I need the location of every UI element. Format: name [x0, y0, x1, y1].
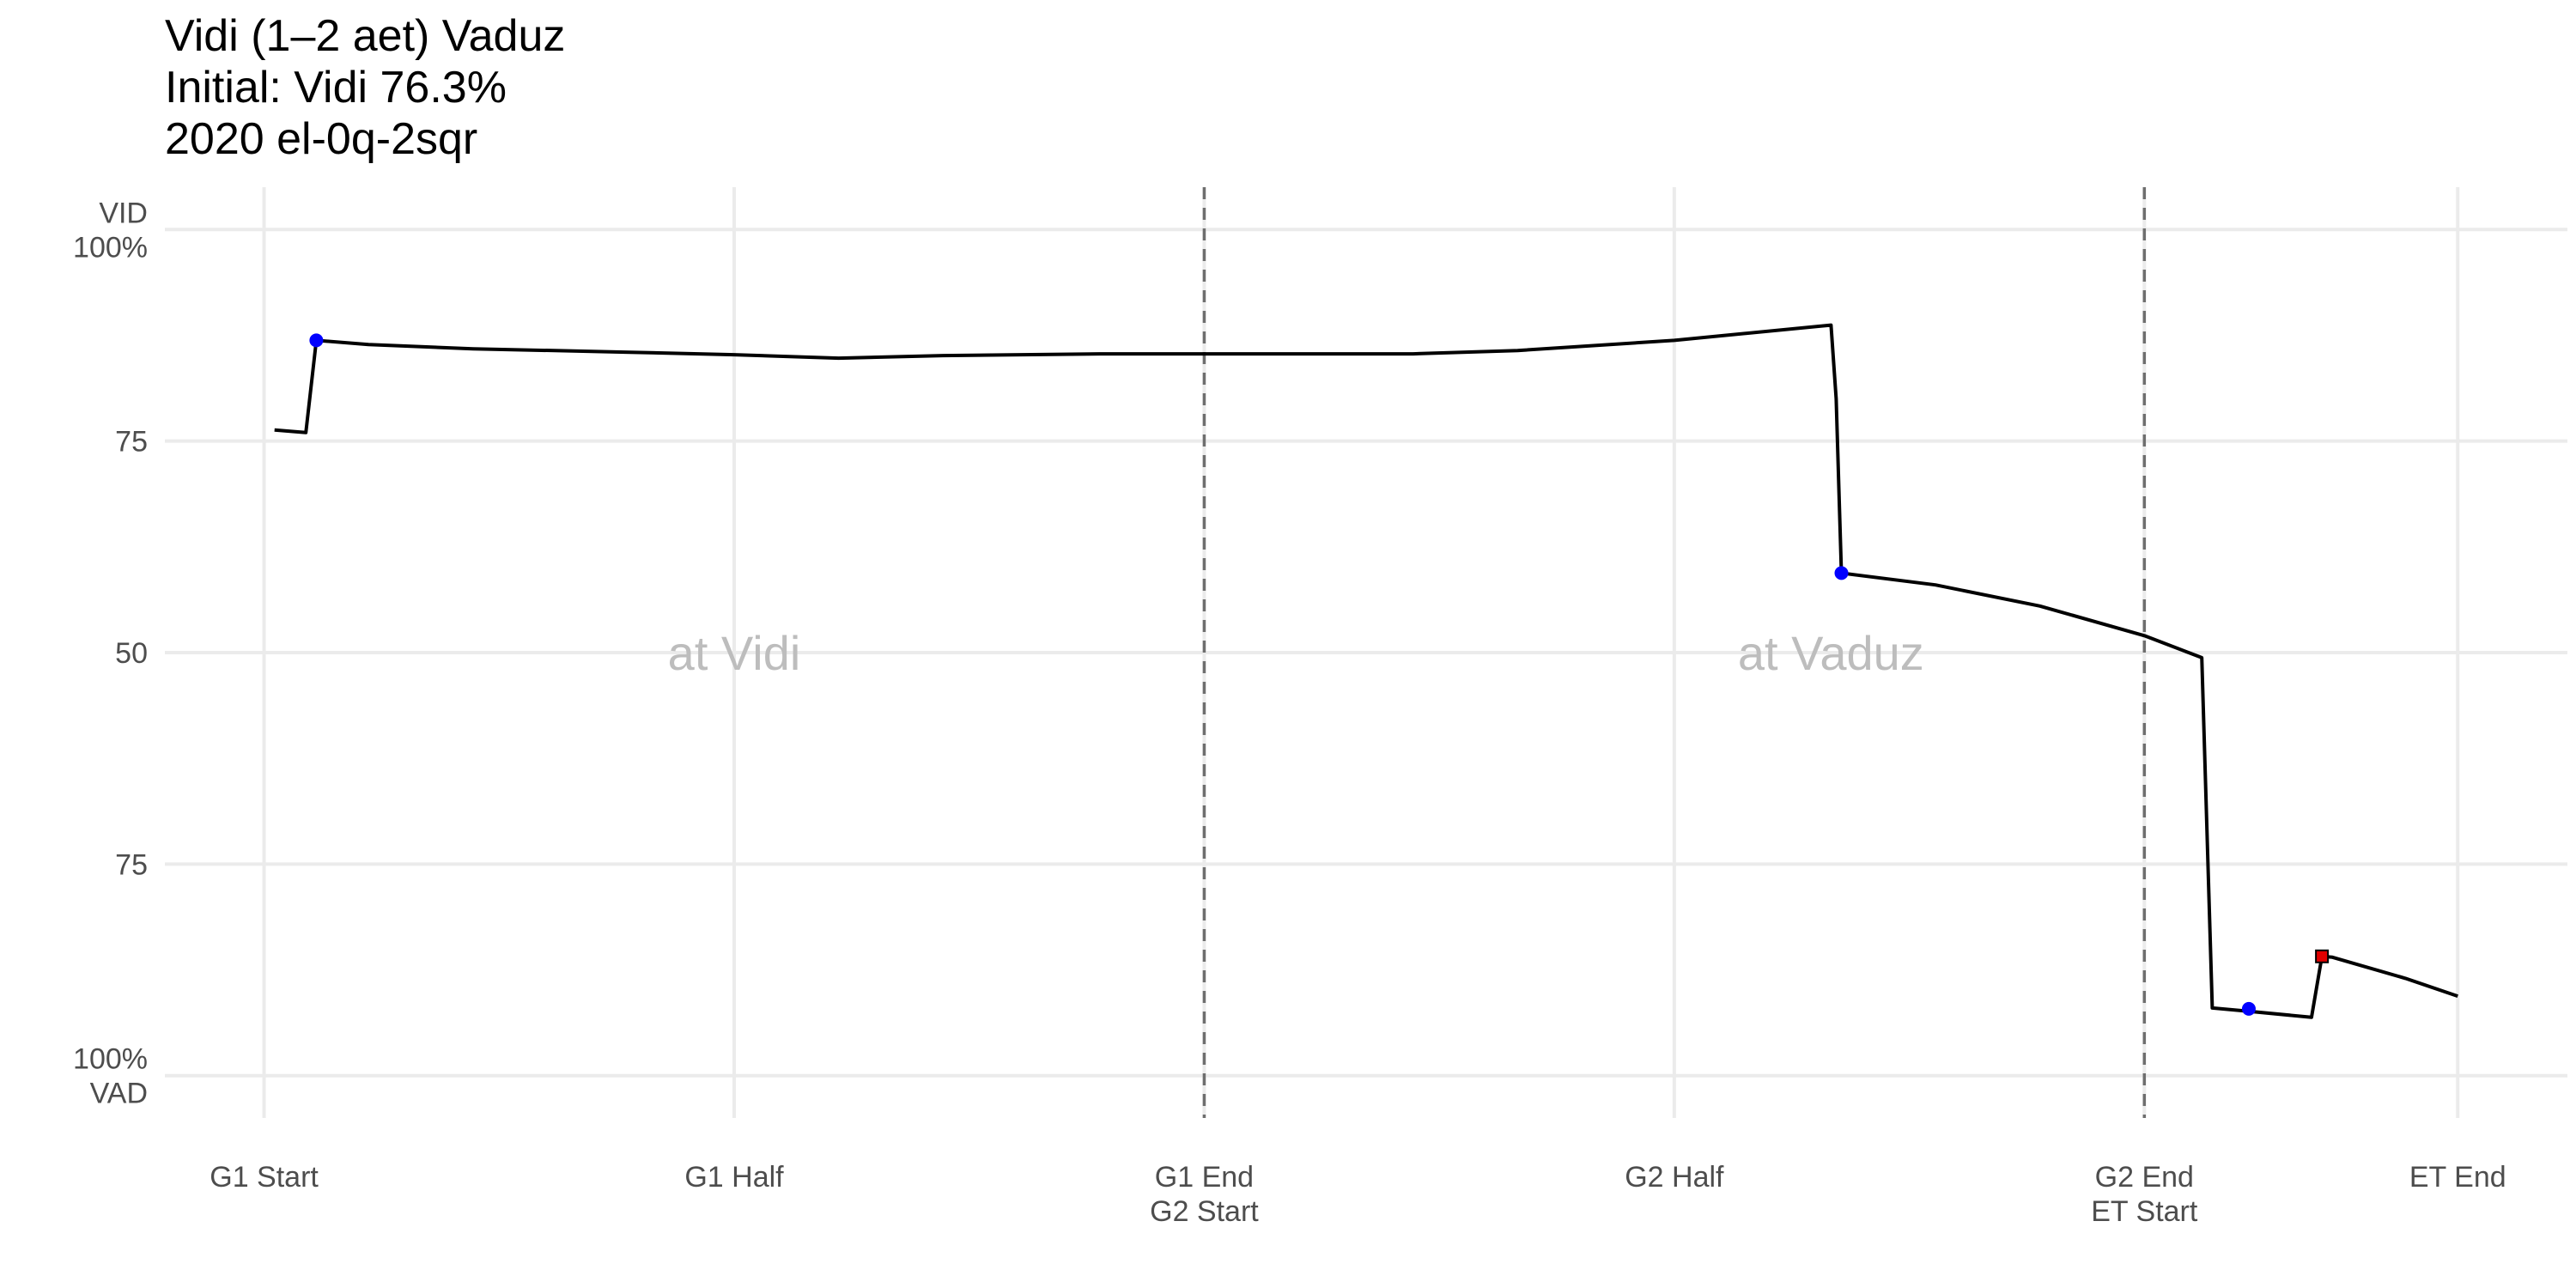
x-tick-label-5: ET End — [2409, 1161, 2506, 1194]
y-tick-label-1: 75 — [115, 426, 148, 459]
x-tick-label-2: G1 End G2 Start — [1150, 1161, 1259, 1228]
event-marker-1 — [1834, 566, 1849, 580]
x-tick-label-0: G1 Start — [210, 1161, 319, 1194]
probability-line-0 — [274, 323, 2458, 1019]
event-marker-2 — [2241, 1001, 2256, 1016]
event-marker-0 — [309, 333, 324, 348]
chart-subtitle-1: Initial: Vidi 76.3% — [165, 63, 507, 112]
x-tick-label-4: G2 End ET Start — [2091, 1161, 2198, 1228]
venue-annotation-1: at Vaduz — [1738, 626, 1924, 680]
venue-annotation-0: at Vidi — [668, 626, 801, 680]
chart-titles: Vidi (1–2 aet) Vaduz Initial: Vidi 76.3%… — [165, 10, 565, 165]
chart-title: Vidi (1–2 aet) Vaduz — [165, 11, 566, 61]
event-marker-3 — [2315, 949, 2330, 963]
y-tick-label-3: 75 — [115, 848, 148, 881]
y-tick-label-0: VID 100% — [73, 197, 148, 264]
y-tick-label-4: 100% VAD — [73, 1043, 148, 1110]
x-tick-label-1: G1 Half — [684, 1161, 784, 1194]
x-tick-label-3: G2 Half — [1625, 1161, 1724, 1194]
y-tick-label-2: 50 — [115, 637, 148, 670]
chart-subtitle-2: 2020 el-0q-2sqr — [165, 114, 478, 164]
